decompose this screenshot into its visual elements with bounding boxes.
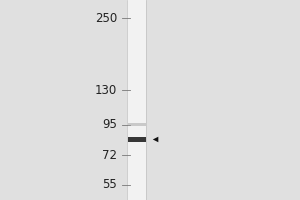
Bar (128, 123, 146, 126)
Text: 250: 250 (95, 12, 117, 25)
Text: 130: 130 (95, 84, 117, 97)
Text: 72: 72 (102, 149, 117, 162)
Bar (127, 0, 146, 200)
Bar (128, 137, 146, 142)
Text: 55: 55 (102, 178, 117, 191)
Text: 95: 95 (102, 118, 117, 131)
